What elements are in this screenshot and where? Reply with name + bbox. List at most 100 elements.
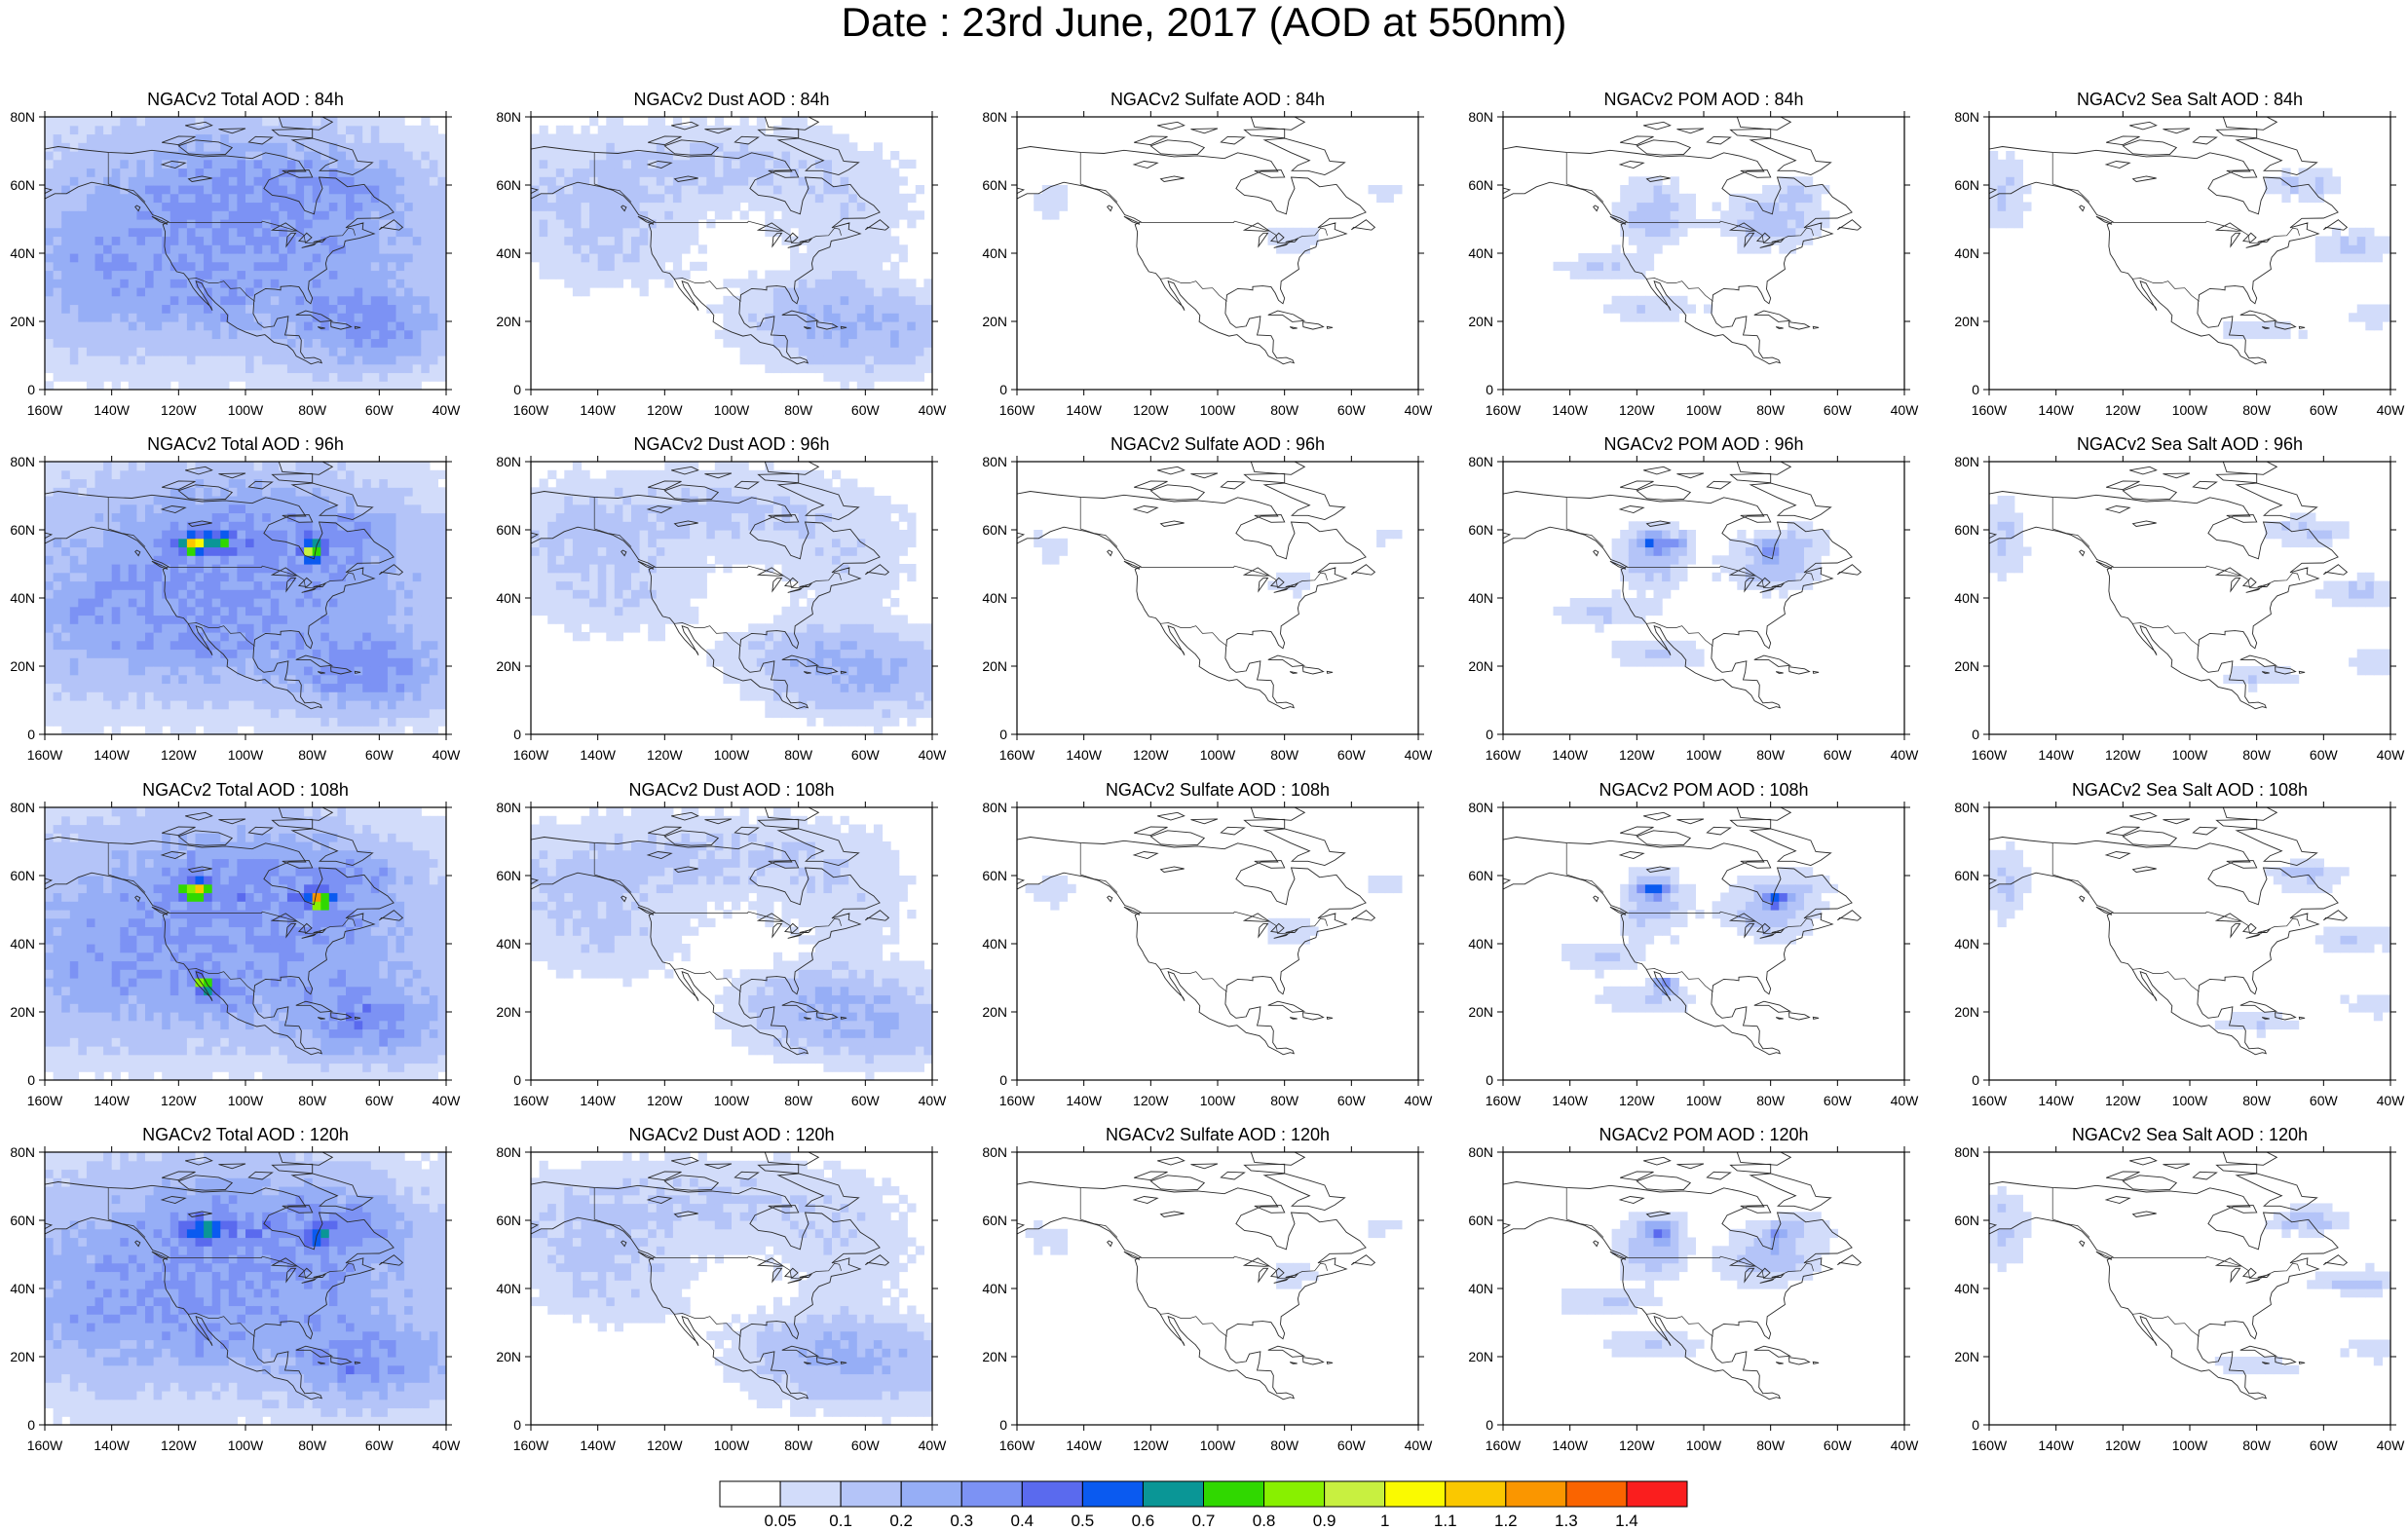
colorbar-swatch <box>1081 1480 1144 1508</box>
lon-tick-label: 160W <box>513 1438 549 1453</box>
lon-tick-label: 40W <box>433 1438 462 1453</box>
colorbar-label: 0.8 <box>1253 1512 1276 1530</box>
lon-tick-label: 40W <box>2377 747 2406 763</box>
lon-tick-label: 40W <box>433 747 462 763</box>
colorbar-swatch <box>1263 1480 1326 1508</box>
lon-tick-label: 160W <box>1972 1438 2008 1453</box>
aod-field <box>531 117 932 390</box>
lon-tick-label: 160W <box>27 1438 63 1453</box>
lat-tick-label: 60N <box>982 177 1007 193</box>
lon-tick-label: 40W <box>1891 402 1920 418</box>
lat-tick-label: 40N <box>10 936 35 952</box>
lon-tick-label: 140W <box>1552 1093 1588 1108</box>
lon-tick-label: 160W <box>999 747 1035 763</box>
lon-tick-label: 160W <box>1486 402 1522 418</box>
lat-tick-label: 80N <box>1468 1144 1493 1160</box>
lat-tick-label: 40N <box>10 245 35 261</box>
lat-tick-label: 80N <box>1954 800 1979 815</box>
lat-tick-label: 20N <box>496 1004 521 1020</box>
lat-tick-label: 0 <box>1486 1072 1493 1088</box>
lat-tick-label: 80N <box>1954 1144 1979 1160</box>
colorbar-swatch <box>900 1480 962 1508</box>
coastlines <box>1989 1152 2349 1400</box>
lat-tick-label: 40N <box>1954 936 1979 952</box>
lat-tick-label: 80N <box>1468 109 1493 125</box>
lon-tick-label: 120W <box>1133 1093 1169 1108</box>
lat-tick-label: 80N <box>1468 800 1493 815</box>
lat-tick-label: 20N <box>10 1349 35 1364</box>
lat-tick-label: 40N <box>1954 590 1979 606</box>
lon-tick-label: 40W <box>919 747 948 763</box>
lon-tick-label: 40W <box>919 1093 948 1108</box>
lon-tick-label: 80W <box>298 1438 327 1453</box>
lon-tick-label: 140W <box>94 402 130 418</box>
lon-tick-label: 100W <box>228 1438 264 1453</box>
lat-tick-label: 60N <box>1468 1213 1493 1228</box>
lon-tick-label: 60W <box>2310 1438 2339 1453</box>
lat-tick-label: 60N <box>10 868 35 883</box>
lat-tick-label: 20N <box>10 1004 35 1020</box>
aod-field <box>1025 1220 1403 1289</box>
lat-tick-label: 0 <box>27 382 35 397</box>
lon-tick-label: 80W <box>1270 402 1299 418</box>
lat-tick-label: 0 <box>1486 382 1493 397</box>
lon-tick-label: 140W <box>580 1093 616 1108</box>
map-panel-pom-84: 160W 140W 120W 100W 80W 60W 40W 0 20N 40N 60N 80N NG… <box>1468 90 1919 418</box>
lat-tick-label: 80N <box>1954 454 1979 469</box>
colorbar-label: 0.7 <box>1192 1512 1216 1530</box>
colorbar: 0.05 0.1 0.2 0.3 0.4 0.5 0.6 0.7 0.8 0.9 1 1.1 1.2 1.… <box>719 1480 1688 1530</box>
lat-tick-label: 0 <box>513 382 521 397</box>
lat-tick-label: 0 <box>999 1417 1007 1433</box>
aod-field <box>45 1152 446 1425</box>
colorbar-label: 0.9 <box>1313 1512 1336 1530</box>
lat-tick-label: 20N <box>10 658 35 674</box>
lat-tick-label: 60N <box>10 1213 35 1228</box>
lon-tick-label: 40W <box>1891 1093 1920 1108</box>
lon-tick-label: 60W <box>1337 1438 1367 1453</box>
lon-tick-label: 100W <box>1200 402 1236 418</box>
lon-tick-label: 140W <box>2038 1093 2074 1108</box>
lat-tick-label: 0 <box>1972 1072 1979 1088</box>
lat-tick-label: 0 <box>1972 1417 1979 1433</box>
lon-tick-label: 140W <box>580 402 616 418</box>
lat-tick-label: 20N <box>1954 314 1979 329</box>
lat-tick-label: 80N <box>10 800 35 815</box>
lon-tick-label: 80W <box>1270 1438 1299 1453</box>
lon-tick-label: 120W <box>161 1093 197 1108</box>
aod-field <box>531 1152 932 1425</box>
lon-tick-label: 100W <box>714 747 750 763</box>
lat-tick-label: 20N <box>1954 658 1979 674</box>
lon-tick-label: 100W <box>228 1093 264 1108</box>
lon-tick-label: 120W <box>2105 1438 2141 1453</box>
map-panel-seasalt-108: 160W 140W 120W 100W 80W 60W 40W 0 20N 40N 60N 80N NG… <box>1954 780 2405 1108</box>
lon-tick-label: 80W <box>1756 747 1786 763</box>
lat-tick-label: 80N <box>10 1144 35 1160</box>
coastlines <box>45 807 404 1056</box>
lon-tick-label: 100W <box>714 402 750 418</box>
lon-tick-label: 160W <box>1972 402 2008 418</box>
map-panel-total-96: 160W 140W 120W 100W 80W 60W 40W 0 20N 40N 60N 80N NG… <box>10 434 461 763</box>
lat-tick-label: 40N <box>1468 245 1493 261</box>
lat-tick-label: 0 <box>513 1072 521 1088</box>
aod-field <box>1034 530 1403 599</box>
lat-tick-label: 40N <box>982 245 1007 261</box>
lon-tick-label: 140W <box>580 747 616 763</box>
map-panel-dust-96: 160W 140W 120W 100W 80W 60W 40W 0 20N 40N 60N 80N NG… <box>496 434 947 763</box>
lon-tick-label: 80W <box>298 1093 327 1108</box>
lon-tick-label: 120W <box>1619 1093 1655 1108</box>
lon-tick-label: 60W <box>851 747 881 763</box>
lat-tick-label: 40N <box>1468 590 1493 606</box>
lat-tick-label: 80N <box>496 1144 521 1160</box>
lat-tick-label: 40N <box>1468 936 1493 952</box>
lon-tick-label: 100W <box>1200 1438 1236 1453</box>
coastlines <box>1017 462 1376 710</box>
panel-title: NGACv2 POM AOD : 84h <box>1603 90 1803 109</box>
map-panel-seasalt-84: 160W 140W 120W 100W 80W 60W 40W 0 20N 40N 60N 80N NG… <box>1954 90 2405 418</box>
lat-tick-label: 20N <box>1954 1004 1979 1020</box>
lon-tick-label: 60W <box>1337 747 1367 763</box>
map-panel-sulfate-108: 160W 140W 120W 100W 80W 60W 40W 0 20N 40N 60N 80N NG… <box>982 780 1433 1108</box>
lat-tick-label: 80N <box>496 109 521 125</box>
lon-tick-label: 40W <box>1405 402 1434 418</box>
lat-tick-label: 60N <box>1954 868 1979 883</box>
lon-tick-label: 60W <box>1337 402 1367 418</box>
